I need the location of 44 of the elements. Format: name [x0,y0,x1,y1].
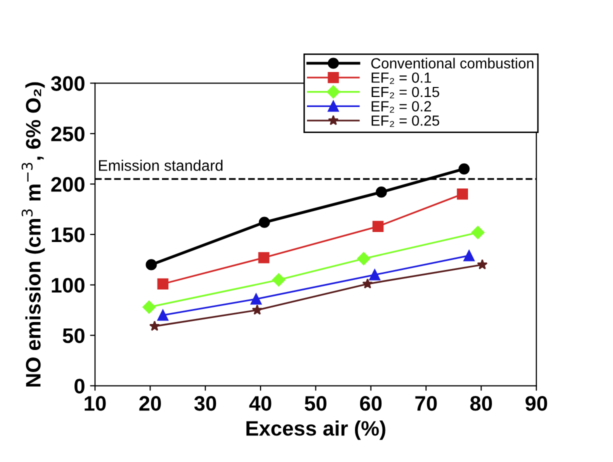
point [362,278,373,289]
point [458,163,470,174]
x-tick-label: 90 [526,396,548,411]
x-tick-label: 60 [360,396,382,411]
point [376,186,387,198]
point [456,188,468,200]
x-tick-label: 30 [194,396,216,411]
point [142,300,156,314]
legend-label: EF₂ = 0.1 [372,72,431,84]
point [272,273,286,286]
point [250,293,262,305]
x-tick-label: 80 [470,396,492,411]
legend-label: EF₂ = 0.2 [372,101,431,113]
point [464,250,475,262]
x-tick-label: 10 [84,396,106,411]
y-tick-label: 150 [52,227,84,242]
point [372,220,384,232]
point [357,252,370,266]
y-tick-label: 300 [51,76,84,91]
legend-label: Conventional combustion [371,58,534,68]
legend-label: EF₂ = 0.15 [372,86,440,98]
point [157,310,168,321]
y-tick-label: 0 [74,378,84,394]
x-axis-title: Excess air (%) [246,420,386,440]
x-tick-label: 70 [415,396,437,411]
x-tick-label: 40 [249,396,272,411]
point [146,259,157,270]
point [157,278,168,290]
y-tick-label: 200 [51,177,84,192]
y-axis-title: NO emission (cm$^{3}$ m$^{−3}$, 6% O₂) [22,82,45,387]
y-tick-label: 50 [62,328,84,344]
x-tick-label: 20 [139,396,161,411]
point [476,259,488,270]
y-tick-label: 250 [51,126,84,142]
point [369,269,380,280]
legend-label: EF₂ = 0.25 [372,115,440,127]
point [471,226,484,240]
ref-line-label: Emission standard [99,160,222,171]
point [149,320,160,331]
x-tick-label: 50 [304,396,326,411]
point [258,216,270,228]
y-tick-label: 100 [52,278,84,293]
point [252,304,263,315]
point [258,252,270,264]
